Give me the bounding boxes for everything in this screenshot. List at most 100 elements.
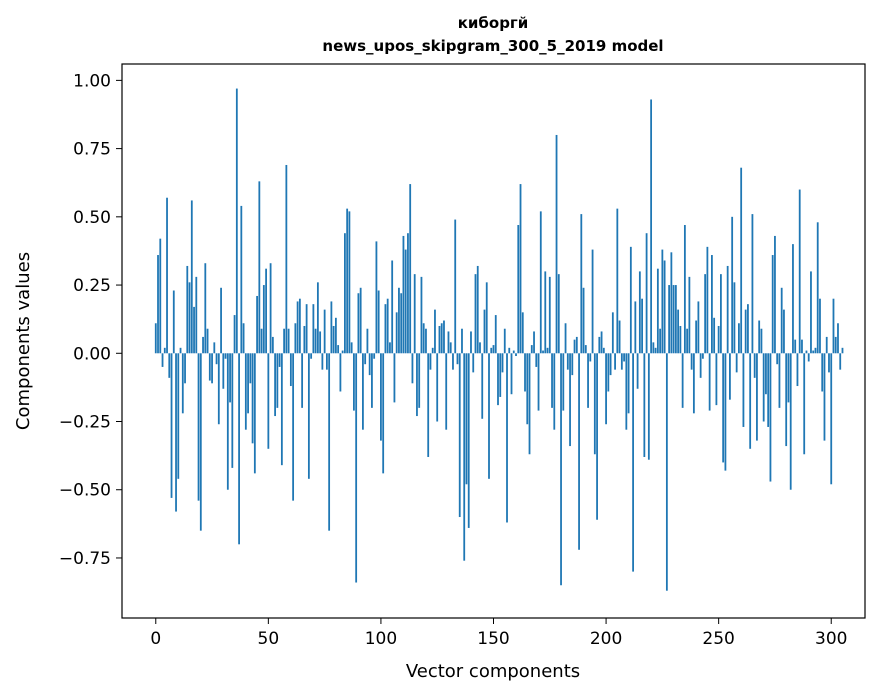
y-tick-label: 0.50	[73, 208, 111, 228]
bar-18	[195, 276, 198, 354]
y-tick-label: 1.00	[73, 71, 111, 91]
y-tick-label: −0.75	[59, 549, 111, 569]
bar-232	[677, 309, 680, 354]
bar-271	[765, 353, 767, 395]
bar-198	[600, 331, 603, 354]
bar-1	[157, 255, 159, 354]
bar-291	[810, 271, 812, 354]
bar-251	[720, 274, 722, 354]
bar-49	[265, 268, 267, 354]
bar-102	[384, 304, 387, 354]
bar-60	[289, 353, 292, 387]
bar-61	[292, 353, 295, 501]
bar-27	[215, 353, 218, 365]
bar-76	[325, 353, 328, 370]
bar-106	[393, 353, 396, 403]
bar-200	[605, 353, 607, 425]
bar-4	[163, 347, 166, 354]
bar-195	[593, 353, 596, 455]
bar-159	[512, 350, 515, 354]
bar-129	[445, 353, 448, 430]
bar-112	[407, 233, 409, 354]
bar-42	[249, 353, 252, 384]
bar-299	[828, 353, 830, 373]
bar-280	[785, 353, 788, 447]
bar-202	[609, 353, 612, 376]
bar-242	[699, 353, 702, 378]
bar-161	[517, 225, 520, 354]
bar-285	[796, 353, 799, 387]
bar-80	[334, 317, 337, 354]
bar-190	[582, 287, 585, 354]
y-tick-label: 0.00	[73, 344, 111, 364]
bar-96	[371, 353, 373, 408]
bar-196	[596, 353, 598, 520]
bar-278	[780, 287, 783, 354]
y-tick-label: −0.25	[59, 413, 111, 433]
bar-15	[188, 282, 191, 354]
bar-134	[456, 353, 459, 365]
y-tick-label: 0.25	[73, 276, 111, 296]
bar-11	[179, 347, 182, 354]
bar-233	[679, 325, 682, 354]
bar-65	[301, 353, 304, 408]
bar-183	[566, 353, 569, 370]
bar-118	[420, 276, 423, 354]
bar-131	[449, 342, 452, 354]
bar-88	[353, 353, 355, 411]
bar-179	[557, 274, 560, 354]
bar-74	[321, 353, 324, 370]
bar-75	[323, 309, 326, 354]
y-axis-label: Components values	[13, 252, 34, 430]
bar-28	[217, 353, 220, 425]
bar-58	[285, 164, 288, 354]
bar-144	[479, 342, 481, 354]
bar-31	[224, 353, 227, 359]
bar-176	[551, 353, 553, 408]
bar-244	[704, 274, 707, 354]
bar-22	[204, 263, 207, 354]
bar-289	[805, 350, 808, 354]
bar-255	[729, 353, 731, 400]
bar-276	[776, 353, 779, 365]
bar-287	[801, 339, 803, 354]
bar-109	[400, 293, 403, 354]
bar-274	[771, 255, 774, 354]
bar-214	[636, 353, 639, 389]
bar-111	[404, 249, 407, 354]
bar-162	[519, 184, 522, 354]
bar-283	[792, 244, 794, 354]
bar-268	[758, 320, 761, 354]
bar-297	[823, 353, 826, 441]
bar-173	[544, 271, 547, 354]
bar-124	[434, 309, 436, 354]
bar-288	[803, 353, 806, 455]
bar-207	[620, 353, 623, 370]
bar-128	[443, 320, 445, 354]
bar-256	[731, 216, 734, 354]
bar-284	[794, 339, 797, 354]
bar-110	[402, 235, 405, 354]
bar-48	[262, 285, 265, 354]
bar-253	[724, 353, 727, 471]
bar-67	[305, 304, 308, 354]
bar-205	[616, 208, 619, 354]
bar-119	[422, 323, 425, 354]
bar-254	[726, 265, 729, 354]
bar-115	[413, 274, 416, 354]
bar-303	[837, 323, 839, 354]
bar-26	[213, 342, 216, 354]
x-tick-label: 100	[365, 629, 397, 649]
x-tick-label: 300	[815, 629, 847, 649]
bar-224	[659, 328, 662, 354]
bar-95	[368, 353, 371, 376]
bar-138	[465, 353, 468, 485]
bar-194	[591, 249, 594, 354]
bar-90	[357, 293, 360, 354]
bar-157	[508, 347, 511, 354]
bar-217	[643, 353, 646, 457]
bar-93	[364, 353, 367, 365]
bar-248	[713, 317, 716, 354]
chart-title-line2: news_upos_skipgram_300_5_2019 model	[322, 37, 663, 55]
